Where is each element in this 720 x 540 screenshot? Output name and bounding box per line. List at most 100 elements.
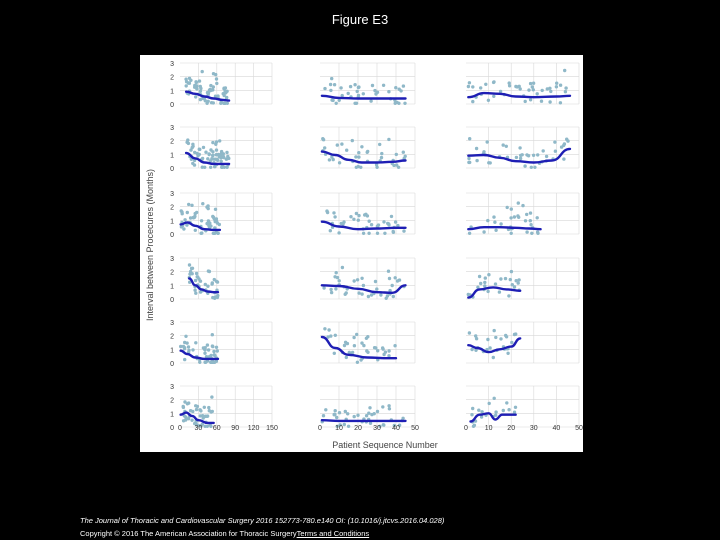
data-point [225,101,229,105]
trend-line [467,91,572,99]
data-point [535,230,540,234]
data-point [329,287,333,292]
copyright-text: Copyright © 2016 The American Associatio… [80,529,297,538]
data-point [499,222,503,226]
data-point [369,99,373,103]
data-point [353,101,357,105]
data-point [187,202,191,207]
data-point [513,405,518,409]
data-point [514,84,518,89]
data-point [323,327,327,331]
data-point [376,223,381,227]
data-point [541,149,545,153]
data-point [366,350,370,354]
data-point [381,423,385,427]
data-point [197,79,202,83]
data-point [215,280,220,284]
data-point [360,341,364,345]
data-point [191,348,195,352]
data-point [392,423,396,428]
data-point [467,156,471,161]
terms-link[interactable]: Terms and Conditions [296,529,370,538]
data-point [203,165,207,169]
data-point [474,337,479,341]
trend-line [320,419,407,423]
data-point [466,84,471,89]
data-point [185,223,189,227]
data-point [199,231,203,235]
data-point [387,349,391,353]
data-point [343,292,347,296]
data-point [183,357,187,362]
data-point [334,287,338,291]
data-point [393,276,397,280]
data-point [470,347,474,352]
data-point [327,158,332,162]
y-tick-label: 1 [170,283,174,290]
data-point [563,90,568,94]
data-point [517,215,521,219]
data-point [211,157,215,161]
data-point [487,401,491,406]
data-point [512,332,517,337]
data-point [325,210,330,215]
data-point [212,349,216,354]
data-point [512,215,517,219]
data-point [471,99,475,104]
data-point [564,86,568,90]
data-point [486,337,490,342]
data-point [179,225,184,229]
data-point [374,346,378,350]
data-point [209,101,214,105]
data-point [512,410,517,414]
data-point [363,213,367,217]
data-point [486,289,490,294]
data-point [182,227,186,231]
data-point [509,269,514,274]
data-point [188,280,192,284]
data-point [219,101,223,105]
x-tick-label: 50 [575,425,583,432]
data-point [492,328,496,333]
data-point [207,405,211,410]
data-point [190,266,195,270]
y-tick-label: 1 [170,152,174,159]
data-point [482,150,486,154]
y-tick-label: 2 [170,139,174,146]
data-point [529,165,533,169]
data-point [468,160,472,165]
data-point [361,283,366,288]
data-point [535,216,539,220]
data-point [190,203,194,207]
data-point [361,231,366,235]
data-point [486,218,490,223]
data-point [484,82,488,86]
data-point [402,229,406,233]
data-point [388,288,392,293]
data-point [528,98,533,102]
data-point [211,150,215,154]
data-point [213,219,217,224]
x-tick-label: 30 [195,425,203,432]
data-point [332,83,337,87]
data-point [324,408,328,412]
data-point [217,155,221,159]
data-point [528,81,533,86]
data-point [334,271,338,275]
data-point [330,155,334,159]
data-point [212,353,216,357]
data-point [501,408,505,413]
data-point [376,349,380,353]
data-point [508,277,512,282]
data-point [493,282,498,286]
data-point [360,276,364,280]
data-point [396,165,401,169]
y-axis-label: Interval between Procecures (Months) [145,169,155,321]
data-point [195,275,199,279]
data-point [186,345,191,349]
data-point [337,411,342,415]
data-point [387,407,392,411]
data-point [548,100,552,104]
data-point [507,294,511,298]
